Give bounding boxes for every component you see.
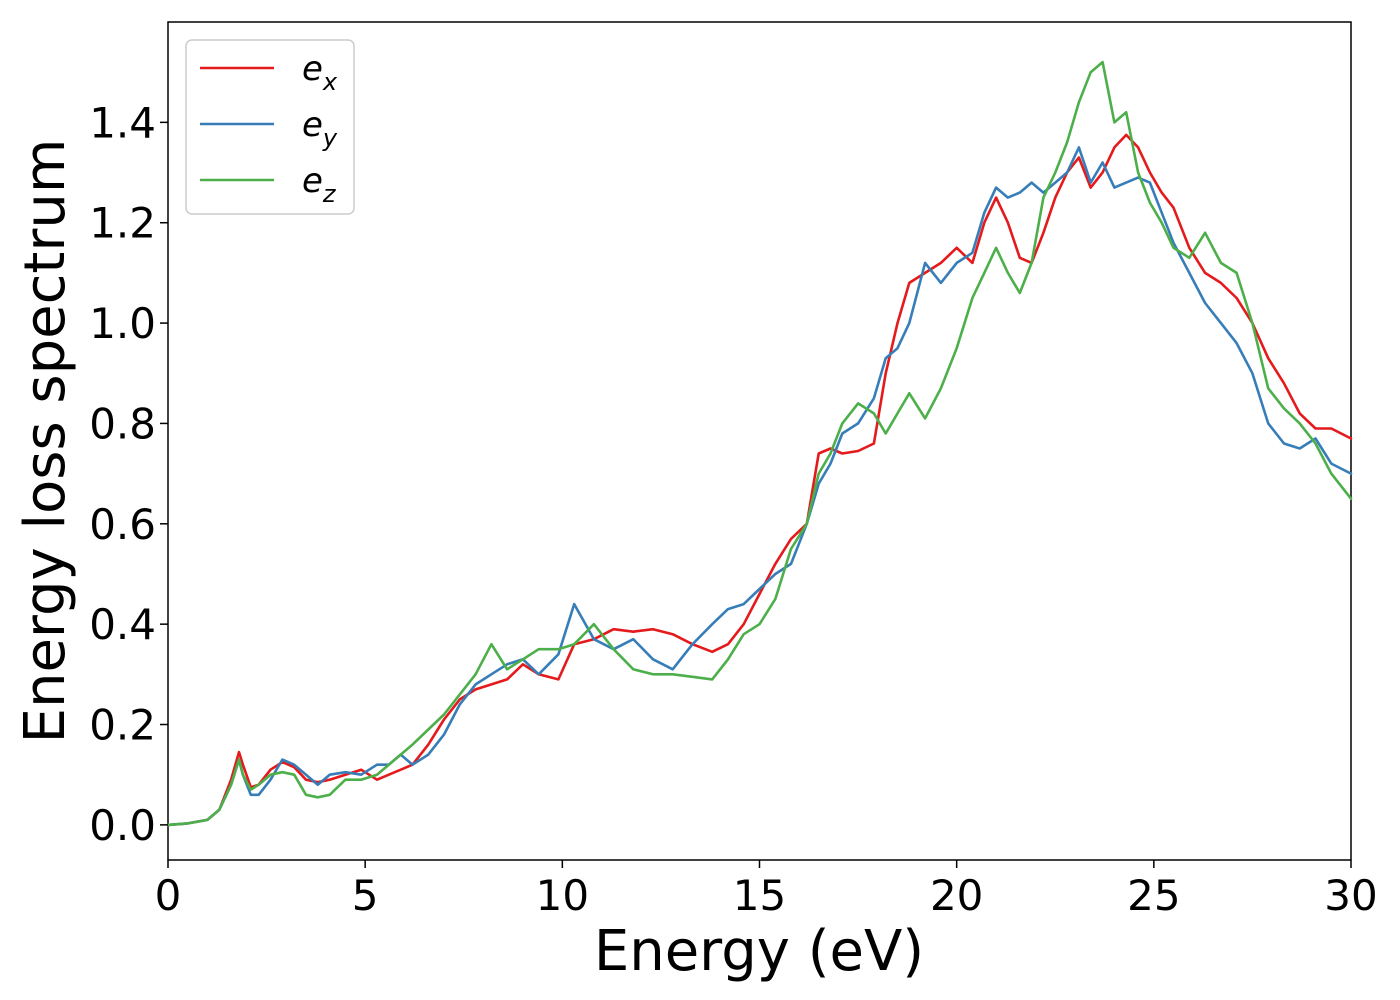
series-line-e-z [166, 60, 1353, 827]
x-tick-label: 0 [155, 871, 182, 920]
y-tick-label: 0.8 [89, 399, 156, 448]
x-tick-label: 10 [536, 871, 589, 920]
x-tick-label: 20 [930, 871, 983, 920]
x-tick-label: 5 [352, 871, 379, 920]
y-tick-label: 0.2 [89, 701, 156, 750]
x-tick-label: 25 [1127, 871, 1180, 920]
legend-box [185, 39, 355, 215]
y-tick-label: 0.4 [89, 600, 156, 649]
y-tick-label: 0.6 [89, 500, 156, 549]
y-tick-label: 1.4 [89, 98, 156, 147]
y-tick-label: 1.2 [89, 199, 156, 248]
x-tick-label: 15 [733, 871, 786, 920]
y-axis-label: Energy loss spectrum [13, 139, 78, 744]
legend-label-e-x: ex [302, 49, 338, 96]
legend-label-e-y: ey [302, 105, 338, 152]
y-axis: 0.0 0.2 0.4 0.6 0.8 1.0 1.2 1.4 [89, 98, 168, 850]
x-tick-label: 30 [1324, 871, 1377, 920]
y-tick-label: 0.0 [89, 801, 156, 850]
x-axis-label: Energy (eV) [594, 919, 924, 984]
series-layer [166, 60, 1353, 827]
x-axis: 0 5 10 15 20 25 30 [155, 860, 1378, 920]
legend: ex ey ez [185, 39, 355, 215]
legend-label-e-z: ez [302, 161, 337, 208]
series-line-e-x [166, 133, 1353, 827]
plot-area [167, 21, 1352, 861]
y-tick-label: 1.0 [89, 299, 156, 348]
